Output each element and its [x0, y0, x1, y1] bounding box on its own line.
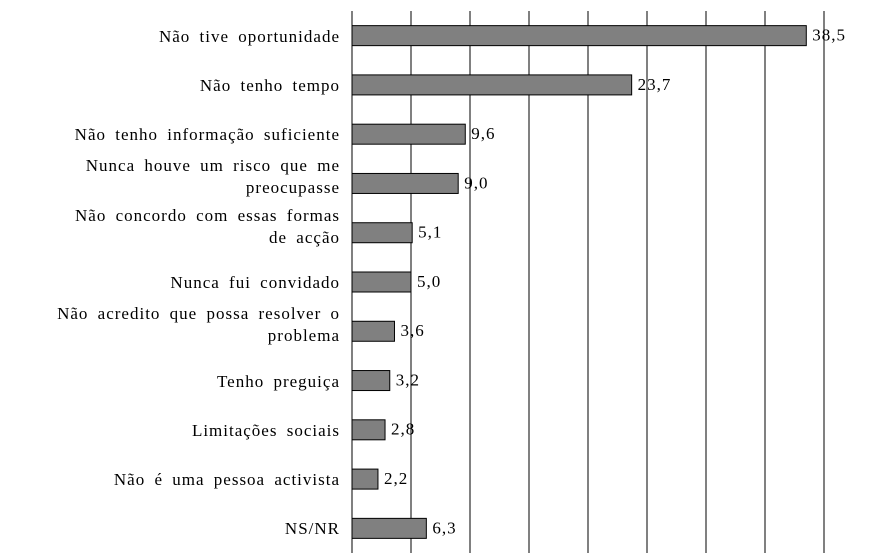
y-tick-label: Tenho preguiça — [216, 371, 340, 391]
value-label: 5,0 — [417, 272, 441, 291]
value-label: 23,7 — [638, 75, 672, 94]
y-tick-label: Não concordo com essas formas de acção — [75, 205, 340, 247]
y-tick-label: Nunca houve um risco que me preocupasse — [85, 156, 340, 198]
value-label: 9,0 — [464, 173, 488, 192]
value-label: 2,2 — [384, 469, 408, 488]
y-tick-label: Nunca fui convidado — [170, 273, 340, 292]
bar — [351, 172, 459, 194]
bar — [351, 419, 386, 441]
value-label: 2,8 — [391, 420, 415, 439]
value-label: 3,2 — [396, 370, 420, 389]
value-label: 38,5 — [812, 26, 846, 45]
y-tick-label: Não tive oportunidade — [158, 26, 340, 46]
value-label: 5,1 — [418, 223, 442, 242]
bar — [351, 320, 395, 342]
y-tick-label: Não tenho tempo — [199, 75, 340, 95]
bar — [351, 123, 466, 145]
value-label: 6,3 — [432, 518, 456, 537]
value-label: 9,6 — [471, 124, 495, 143]
y-tick-label: Não é uma pessoa activista — [113, 470, 340, 490]
y-tick-label: Não acredito que possa resolver o proble… — [57, 304, 340, 346]
bar — [351, 222, 413, 244]
bar — [351, 370, 391, 392]
value-label: 3,6 — [400, 321, 424, 340]
bar — [351, 517, 427, 539]
bar — [351, 468, 379, 490]
bar — [351, 271, 412, 293]
y-tick-label: Não tenho informação suficiente — [74, 125, 340, 145]
y-tick-label: Limitações sociais — [191, 420, 340, 440]
y-tick-label: NS/NR — [284, 519, 340, 539]
bar — [351, 25, 807, 47]
bar — [351, 74, 633, 96]
